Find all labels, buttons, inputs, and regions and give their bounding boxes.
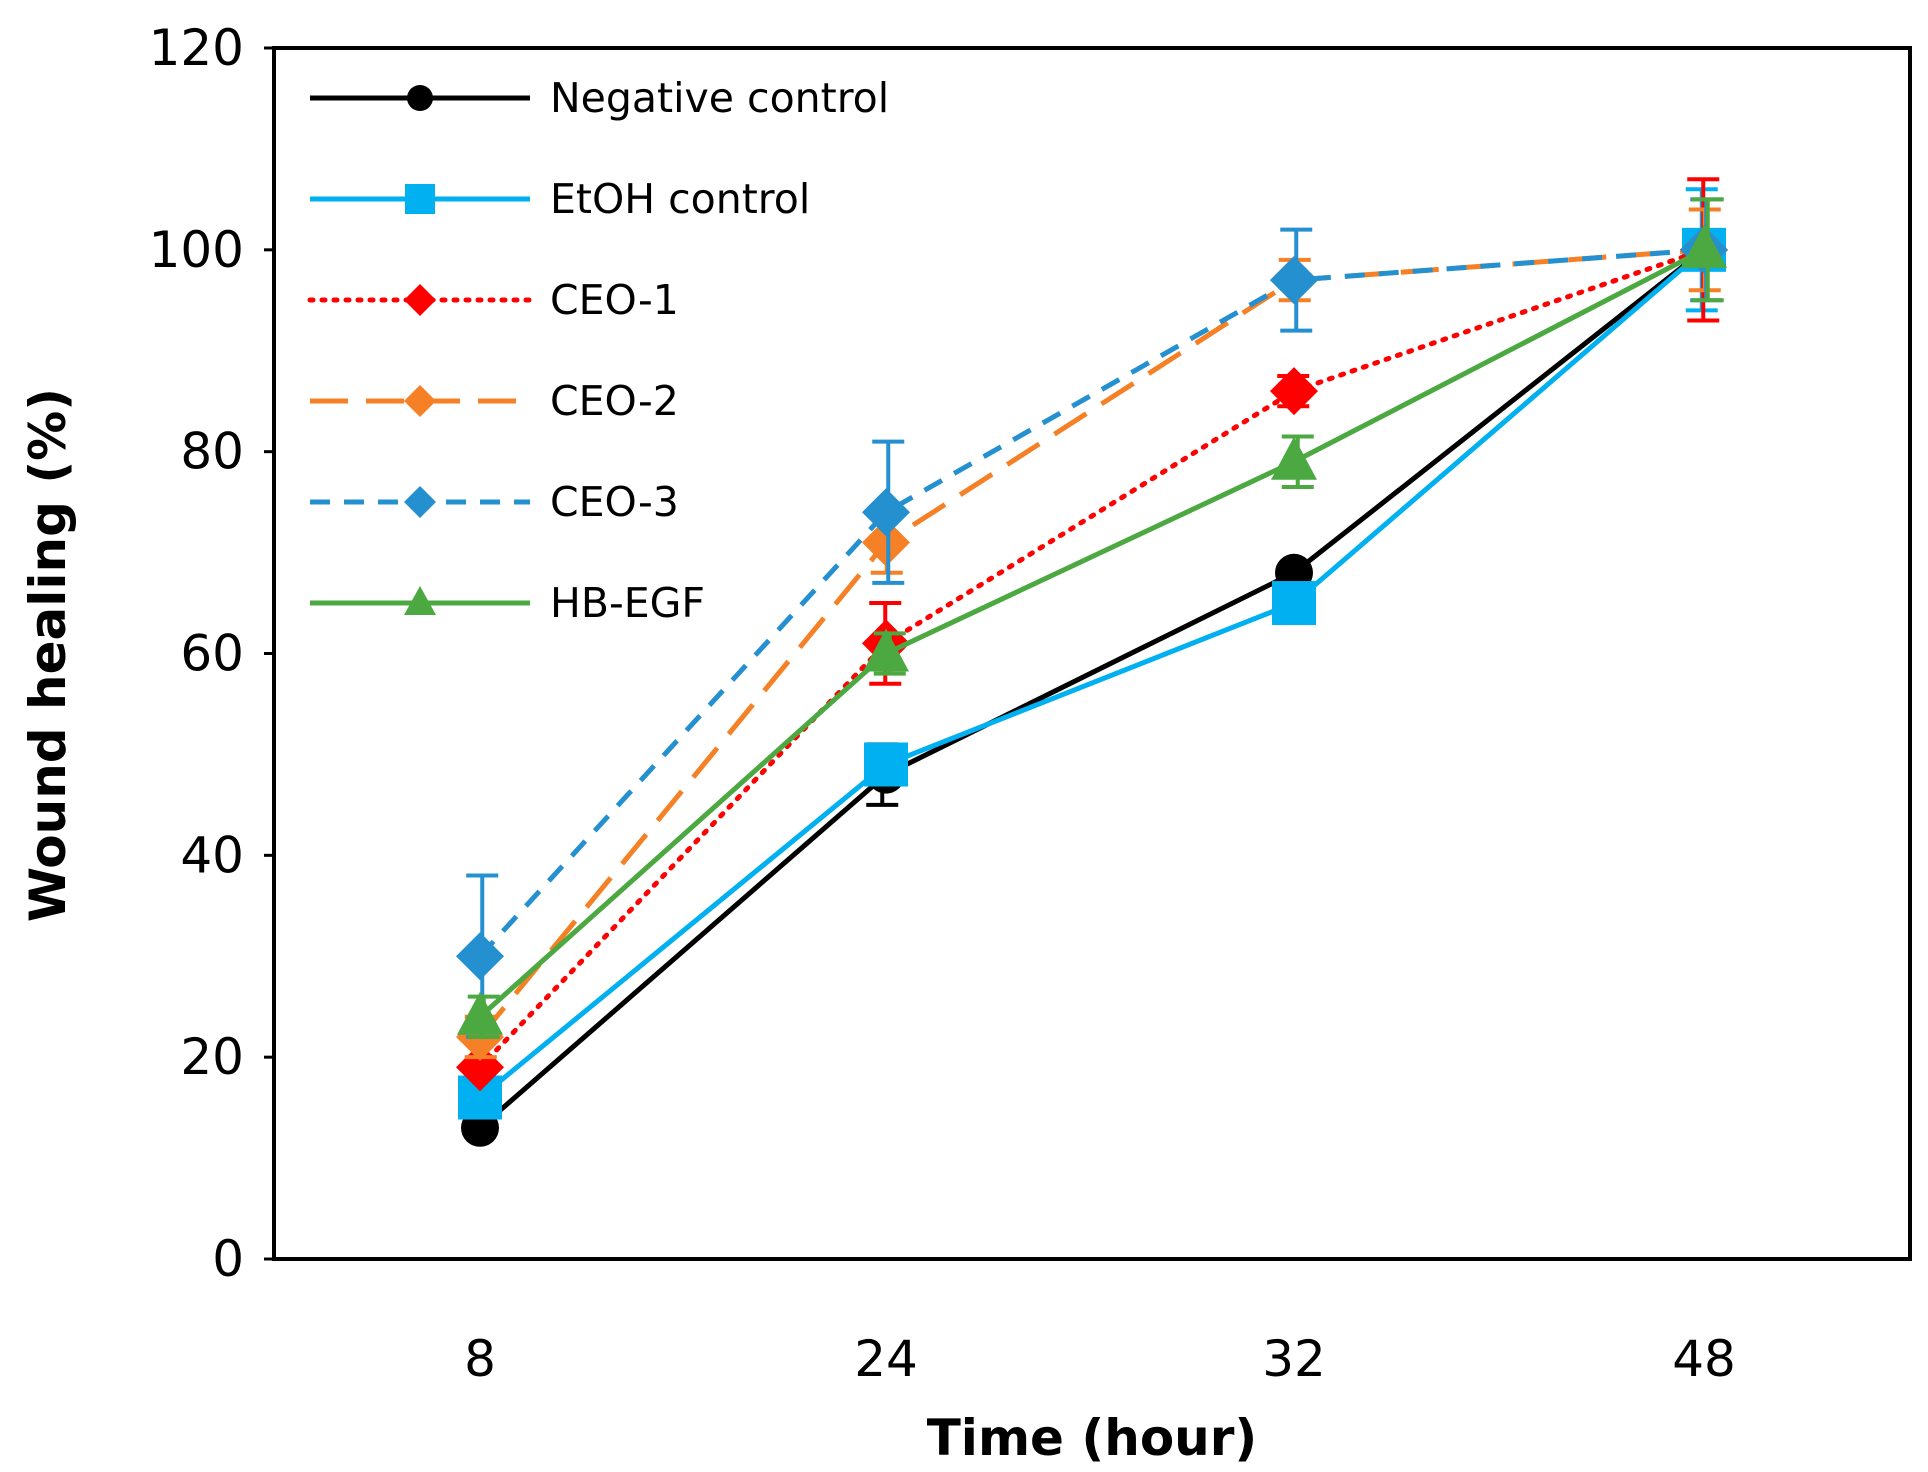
legend-marker — [404, 486, 436, 518]
y-tick-label: 20 — [180, 1028, 244, 1086]
legend-label: CEO-2 — [550, 377, 679, 425]
series-line — [478, 247, 1706, 1130]
y-tick-label: 40 — [180, 826, 244, 884]
y-axis-ticks: 0 20 40 60 80 100 120 — [149, 19, 274, 1288]
y-axis-title: Wound healing (%) — [19, 388, 77, 922]
series-hb-egf — [457, 197, 1727, 1039]
legend-item: CEO-3 — [310, 478, 679, 526]
y-tick-label: 100 — [149, 221, 244, 279]
series-layer — [456, 177, 1728, 1147]
legend-marker — [404, 586, 436, 615]
y-tick-label: 80 — [180, 423, 244, 481]
legend-item: CEO-1 — [307, 276, 679, 324]
legend-item: Negative control — [310, 74, 889, 122]
data-point — [862, 518, 910, 567]
legend-marker — [404, 385, 436, 417]
data-point — [1270, 367, 1318, 416]
x-tick-label: 48 — [1672, 1330, 1736, 1388]
data-point — [457, 991, 503, 1035]
legend-label: CEO-3 — [550, 478, 679, 526]
x-axis-ticks: 8 24 32 48 — [464, 1330, 1736, 1388]
legend-label: Negative control — [550, 74, 889, 122]
legend-marker — [404, 284, 436, 316]
series-line — [478, 247, 1706, 1019]
legend-label: CEO-1 — [550, 276, 679, 324]
data-point — [456, 932, 504, 981]
data-point — [863, 628, 909, 672]
legend-item: EtOH control — [310, 175, 810, 223]
data-point — [864, 742, 908, 787]
y-tick-label: 0 — [212, 1230, 244, 1288]
series-line — [478, 247, 1705, 958]
x-tick-label: 24 — [854, 1330, 918, 1388]
legend-label: HB-EGF — [550, 579, 705, 627]
legend-marker — [405, 184, 435, 214]
series-line — [478, 247, 1706, 1100]
data-point — [1681, 224, 1727, 268]
y-tick-label: 120 — [149, 19, 244, 77]
x-tick-label: 32 — [1262, 1330, 1326, 1388]
legend-marker — [407, 85, 433, 111]
legend: Negative control EtOH control CEO-1 CEO-2 CE… — [307, 74, 889, 627]
data-point — [862, 488, 910, 537]
plot-area-frame — [272, 46, 1912, 1261]
x-axis-title: Time (hour) — [927, 1409, 1258, 1467]
x-tick-label: 8 — [464, 1330, 496, 1388]
legend-label: EtOH control — [550, 175, 810, 223]
y-tick-label: 60 — [180, 625, 244, 683]
legend-item: HB-EGF — [310, 579, 705, 627]
data-point — [1270, 256, 1318, 305]
data-point — [1272, 581, 1316, 626]
data-point — [1271, 436, 1317, 480]
legend-item: CEO-2 — [310, 377, 679, 425]
series-line — [477, 247, 1707, 1070]
